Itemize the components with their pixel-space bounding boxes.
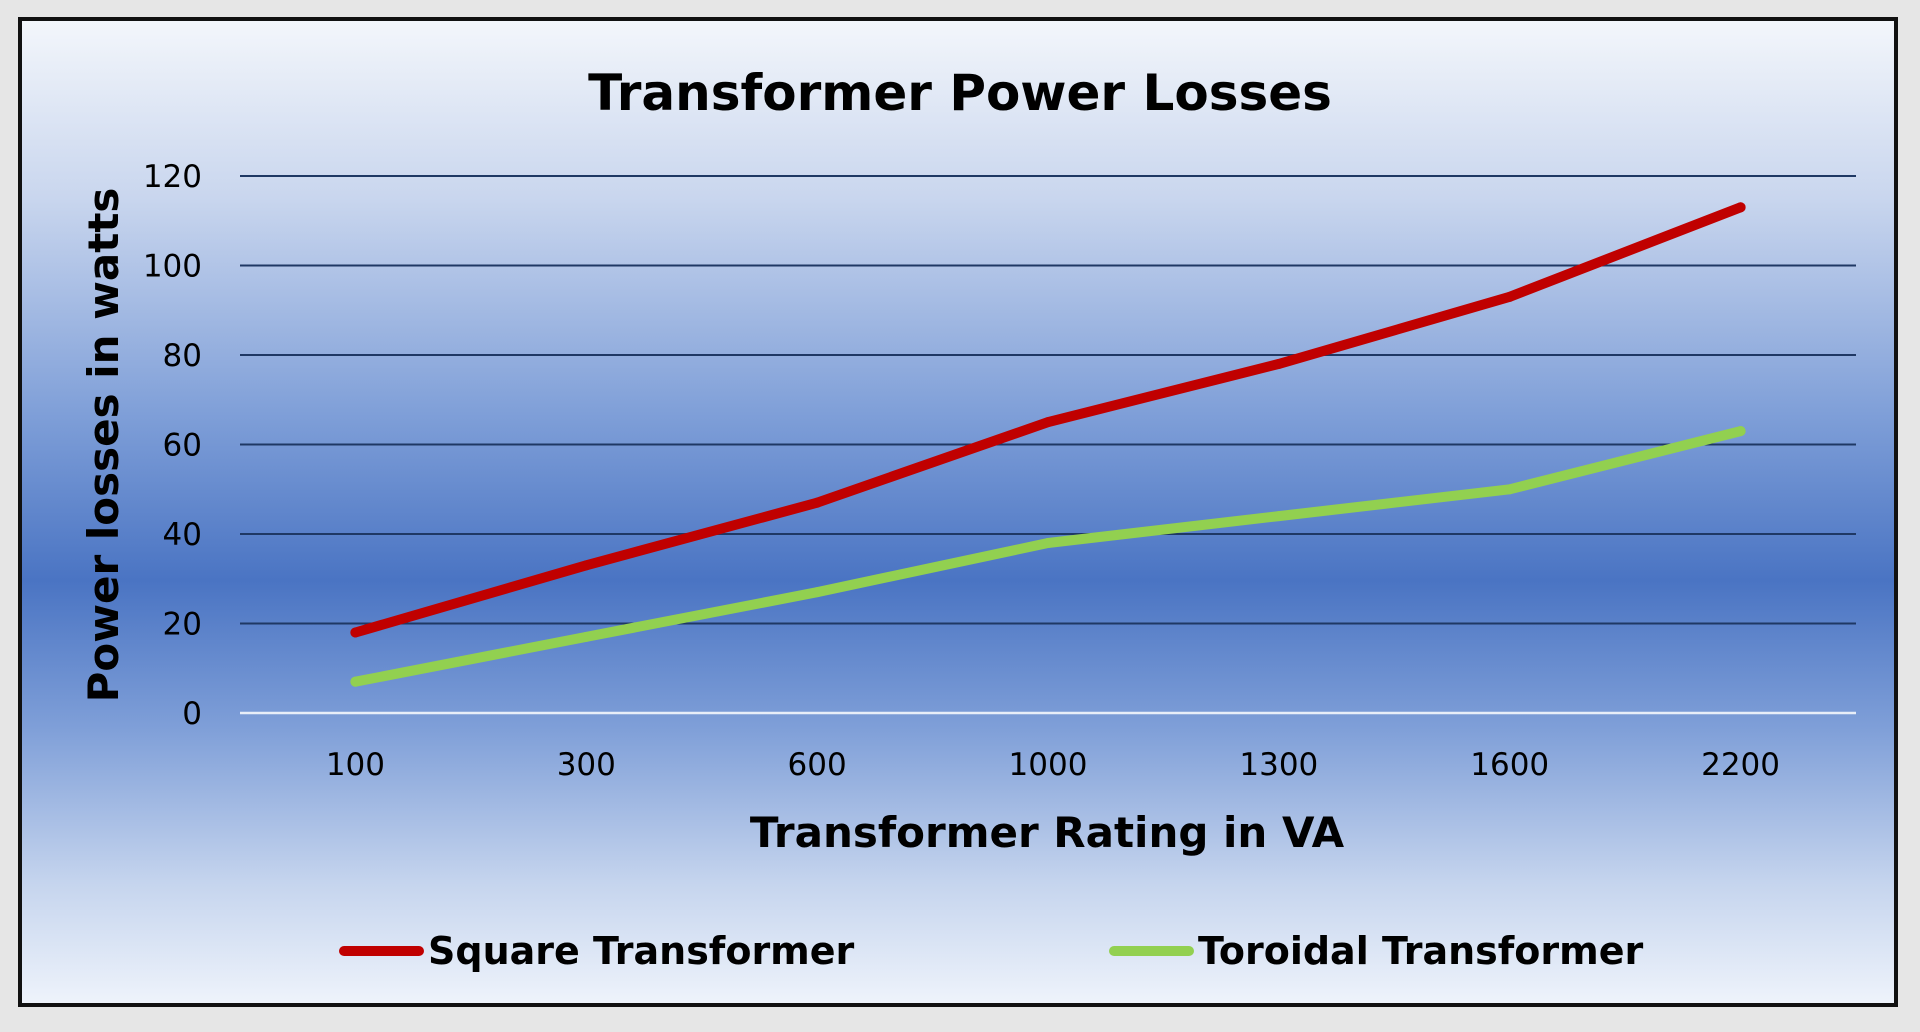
y-tick-label: 100: [143, 249, 202, 285]
x-tick-label: 600: [788, 747, 847, 783]
x-tick-label: 2200: [1701, 747, 1780, 783]
legend-item: Square Transformer: [339, 929, 855, 973]
x-axis-ticks: 100 300 600 1000 1300 1600 2200: [326, 747, 1780, 783]
data-point: [1043, 537, 1053, 548]
data-point: [1735, 426, 1746, 437]
data-point: [1504, 484, 1515, 495]
x-tick-label: 1600: [1470, 747, 1549, 783]
chart-frame: [18, 17, 1898, 1007]
y-axis-ticks: 0 20 40 60 80 100 120: [143, 159, 202, 732]
x-tick-label: 100: [326, 747, 385, 783]
chart-title: Transformer Power Losses: [588, 64, 1332, 122]
x-tick-label: 1000: [1009, 747, 1088, 783]
data-point: [581, 631, 592, 642]
x-tick-label: 300: [557, 747, 616, 783]
x-axis-title: Transformer Rating in VA: [750, 808, 1345, 857]
data-point: [812, 587, 823, 598]
data-point: [1735, 202, 1746, 213]
series-line-toroidal-transformer: [350, 426, 1746, 687]
y-tick-label: 80: [163, 338, 202, 374]
y-tick-label: 120: [143, 159, 202, 195]
legend-label: Toroidal Transformer: [1198, 929, 1643, 973]
y-tick-label: 0: [182, 696, 202, 732]
legend-label: Square Transformer: [428, 929, 855, 973]
y-tick-label: 40: [163, 517, 202, 553]
x-tick-label: 1300: [1239, 747, 1318, 783]
data-point: [581, 560, 592, 571]
legend: Square Transformer Toroidal Transformer: [339, 929, 1643, 973]
series-lines: [350, 202, 1746, 687]
data-point: [1504, 291, 1515, 302]
data-point: [1043, 417, 1053, 428]
data-point: [350, 676, 361, 687]
data-point: [350, 627, 361, 638]
y-axis-title: Power losses in watts: [79, 188, 128, 703]
legend-item: Toroidal Transformer: [1109, 929, 1643, 973]
data-point: [812, 497, 823, 508]
y-tick-label: 20: [163, 607, 202, 643]
data-point: [1273, 358, 1284, 369]
data-point: [1273, 511, 1284, 522]
y-tick-label: 60: [163, 428, 202, 464]
